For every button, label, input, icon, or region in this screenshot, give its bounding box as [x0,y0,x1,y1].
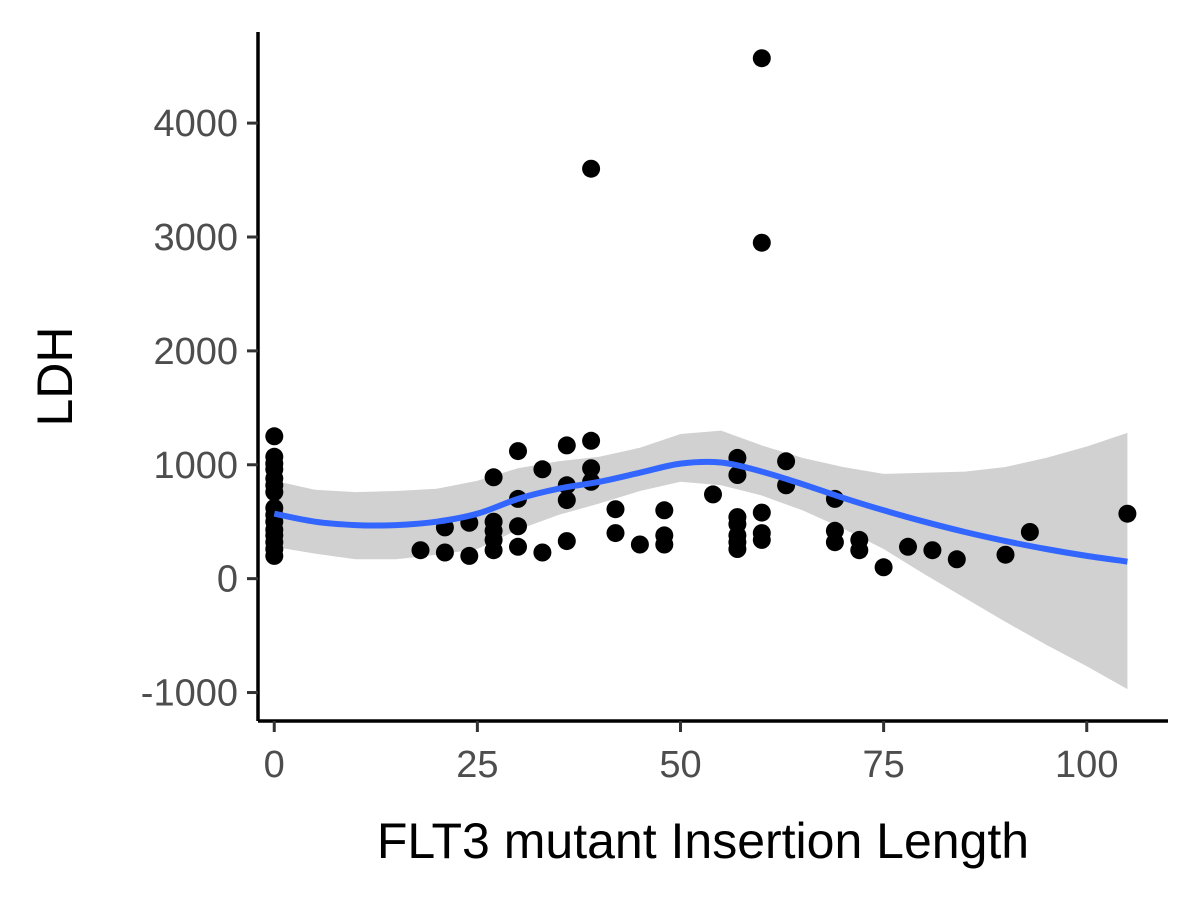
data-point [557,436,576,455]
data-point [996,545,1015,564]
data-point [582,159,601,178]
data-point [411,541,430,560]
x-tick-label: 0 [264,744,285,786]
x-tick-label: 50 [659,744,701,786]
data-point [484,541,503,560]
x-tick-label: 75 [862,744,904,786]
data-point [265,546,284,565]
x-tick-label: 25 [456,744,498,786]
data-point [704,485,722,504]
data-point [435,543,454,562]
data-point [752,503,771,522]
y-tick-label: -1000 [141,673,238,715]
data-point [752,233,771,252]
data-point [850,541,869,560]
y-tick-label: 1000 [153,445,238,487]
y-tick-label: 4000 [153,103,238,145]
ticks-layer: 0 25 50 75 100 -1000 0 1000 2000 3000 4000 [141,103,1119,786]
axes-layer [256,32,1168,723]
data-point [557,491,576,510]
x-tick-label: 100 [1055,744,1118,786]
data-point [947,550,966,569]
data-point [728,540,747,558]
y-tick-label: 3000 [153,217,238,259]
data-point [899,537,917,556]
data-point [533,543,552,562]
y-tick-label: 2000 [153,331,238,373]
data-point [825,533,844,552]
points-layer [265,49,1137,577]
smooth-line [273,458,1128,565]
x-axis-title: FLT3 mutant Insertion Length [377,813,1029,869]
data-point [509,537,527,556]
data-point [752,49,771,68]
data-point [606,500,625,519]
data-point [509,517,527,536]
data-point [582,431,601,450]
data-point [874,558,893,577]
data-point [533,460,552,479]
smooth-line-layer [273,458,1128,565]
data-point [265,427,284,446]
data-point [655,535,674,554]
data-point [777,452,796,471]
data-point [606,524,625,543]
y-axis-title: LDH [27,326,83,426]
data-point [630,535,649,554]
y-tick-label: 0 [217,559,238,601]
data-point [509,442,527,461]
data-point [1020,523,1039,541]
data-point [655,501,674,520]
data-point [265,483,284,502]
data-point [460,546,479,565]
data-point [728,466,747,484]
data-point [752,530,771,549]
data-point [484,468,503,487]
confidence-band-layer [274,430,1128,690]
data-point [557,532,576,551]
data-point [923,541,942,560]
data-point [1118,504,1137,523]
data-point [582,459,601,478]
confidence-band [274,430,1128,690]
